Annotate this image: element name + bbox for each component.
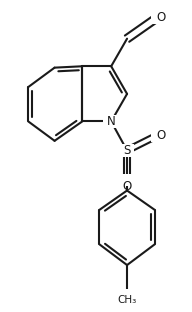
- Text: N: N: [107, 115, 116, 128]
- Text: S: S: [123, 144, 131, 157]
- FancyBboxPatch shape: [120, 144, 134, 157]
- FancyBboxPatch shape: [115, 289, 139, 302]
- Text: O: O: [157, 12, 166, 24]
- FancyBboxPatch shape: [103, 115, 119, 129]
- FancyBboxPatch shape: [121, 174, 133, 186]
- Text: CH₃: CH₃: [118, 295, 137, 305]
- Text: O: O: [157, 129, 166, 142]
- Text: O: O: [122, 180, 132, 193]
- FancyBboxPatch shape: [151, 12, 163, 24]
- FancyBboxPatch shape: [151, 129, 163, 142]
